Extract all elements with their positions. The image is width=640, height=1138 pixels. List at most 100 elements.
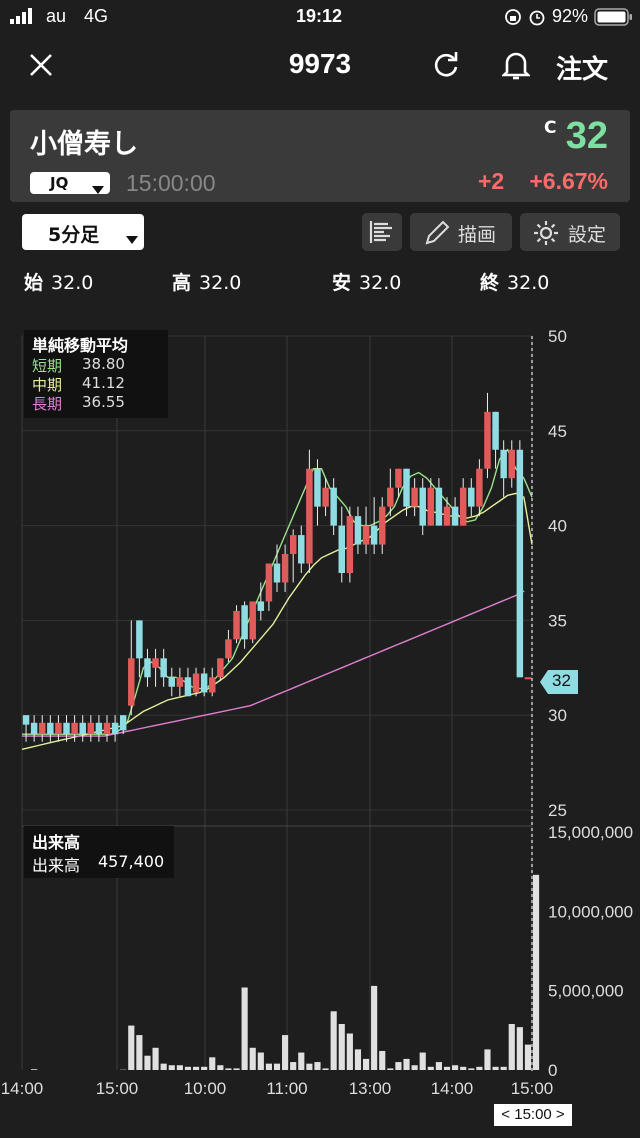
candle-body bbox=[160, 658, 167, 678]
ma-short-value: 38.80 bbox=[82, 355, 125, 373]
settings-button[interactable]: 設定 bbox=[520, 213, 620, 251]
ma-long-value: 36.55 bbox=[82, 393, 125, 411]
candle-body bbox=[427, 487, 435, 526]
price-axis-tick: 25 bbox=[548, 801, 567, 820]
candle-body bbox=[119, 715, 127, 731]
candle-body bbox=[144, 658, 151, 678]
price-tag-label: 32 bbox=[552, 671, 571, 690]
draw-button[interactable]: 描画 bbox=[410, 213, 512, 251]
volume-bar bbox=[152, 1047, 159, 1070]
volume-bar bbox=[225, 1068, 232, 1070]
indicator-button[interactable] bbox=[362, 213, 402, 251]
interval-selector[interactable]: 5分足 bbox=[22, 214, 144, 250]
volume-bar bbox=[322, 1068, 329, 1070]
candle-body bbox=[39, 722, 46, 735]
volume-bar bbox=[298, 1052, 305, 1070]
candle-body bbox=[298, 535, 305, 564]
time-axis-tick: 14:00 bbox=[431, 1079, 474, 1098]
ma-mid-value: 41.12 bbox=[82, 374, 125, 392]
candle-body bbox=[111, 722, 119, 735]
candle-body bbox=[346, 516, 354, 573]
network-label: 4G bbox=[84, 6, 109, 26]
stock-name: 小僧寿し bbox=[30, 129, 138, 160]
volume-bar bbox=[346, 1033, 353, 1070]
candle-body bbox=[55, 722, 62, 735]
candle-body bbox=[435, 487, 443, 526]
candle-body bbox=[306, 468, 313, 564]
settings-label: 設定 bbox=[568, 224, 607, 246]
candle-body bbox=[314, 468, 321, 507]
volume-bar bbox=[168, 1065, 175, 1070]
volume-bar bbox=[379, 1050, 386, 1070]
candle-body bbox=[71, 722, 78, 735]
candle-body bbox=[476, 468, 483, 507]
volume-bar bbox=[257, 1052, 264, 1070]
candle-body bbox=[484, 411, 491, 469]
interval-label: 5分足 bbox=[48, 224, 100, 246]
clock: 19:12 bbox=[296, 6, 343, 26]
candle-body bbox=[95, 722, 103, 735]
battery-percent: 92% bbox=[552, 6, 589, 26]
candle-body bbox=[411, 487, 418, 507]
volume-bar bbox=[468, 1068, 475, 1070]
candle-body bbox=[362, 525, 370, 545]
volume-bar bbox=[452, 1065, 459, 1070]
volume-bar bbox=[176, 1065, 183, 1070]
candle-body bbox=[265, 563, 273, 602]
battery-icon bbox=[594, 7, 634, 32]
volume-bar bbox=[314, 1062, 321, 1070]
volume-bar bbox=[282, 1035, 289, 1070]
candle-body bbox=[419, 487, 426, 526]
candle-body bbox=[443, 506, 451, 526]
candle-body bbox=[370, 525, 378, 545]
volume-bar bbox=[508, 1023, 515, 1070]
high-label: 高 bbox=[172, 272, 192, 294]
bell-icon[interactable] bbox=[500, 50, 532, 86]
candle-body bbox=[233, 610, 240, 640]
ma-short-label: 短期 bbox=[32, 357, 63, 375]
refresh-icon[interactable] bbox=[432, 51, 460, 83]
volume-bar bbox=[209, 1057, 216, 1070]
candle-body bbox=[184, 677, 192, 697]
low-label: 安 bbox=[332, 272, 352, 294]
high-value: 高 32.0 bbox=[172, 268, 241, 295]
price-axis-tick: 45 bbox=[548, 422, 567, 441]
time-axis-tick: 11:00 bbox=[266, 1079, 307, 1098]
market-selector[interactable]: JQ bbox=[30, 172, 110, 194]
volume-bar bbox=[273, 1063, 281, 1070]
volume-bar bbox=[500, 1066, 507, 1070]
volume-bar bbox=[484, 1049, 491, 1070]
volume-bar bbox=[31, 1069, 38, 1070]
close-icon[interactable] bbox=[28, 52, 54, 82]
candle-body bbox=[63, 722, 70, 735]
time-axis-tick: 13:00 bbox=[349, 1079, 392, 1098]
ma-legend-title: 単純移動平均 bbox=[32, 336, 129, 355]
close-value: 終 32.0 bbox=[480, 268, 549, 295]
candle-body bbox=[468, 487, 475, 507]
volume-bar bbox=[201, 1066, 208, 1070]
volume-bar bbox=[160, 1063, 167, 1070]
volume-value: 457,400 bbox=[98, 852, 165, 871]
candle-body bbox=[103, 722, 111, 735]
volume-legend: 出来高 出来高 457,400 bbox=[24, 826, 174, 878]
pencil-icon bbox=[424, 220, 450, 250]
candle-body bbox=[354, 516, 362, 545]
quote-time: 15:00:00 bbox=[126, 170, 216, 196]
ma-mid-line bbox=[21, 492, 533, 750]
candle-body bbox=[273, 563, 281, 583]
volume-bar bbox=[128, 1025, 135, 1070]
candle-body bbox=[289, 535, 297, 555]
page-title: 9973 bbox=[288, 48, 352, 79]
candle-body bbox=[79, 722, 86, 735]
volume-bar bbox=[395, 1062, 402, 1070]
candle-body bbox=[209, 677, 216, 693]
candle-body bbox=[22, 715, 30, 725]
volume-bar bbox=[249, 1047, 256, 1070]
volume-bar bbox=[516, 1027, 523, 1070]
volume-axis-tick: 5,000,000 bbox=[548, 982, 624, 1001]
order-button[interactable]: 注文 bbox=[556, 55, 609, 85]
candle-body bbox=[30, 722, 38, 735]
price-chart[interactable]: 50 45 40 35 30 25 15,000,000 10,000,000 5,000,00… bbox=[0, 300, 640, 1138]
volume-bar bbox=[403, 1058, 410, 1070]
price-flag: C bbox=[544, 118, 557, 138]
